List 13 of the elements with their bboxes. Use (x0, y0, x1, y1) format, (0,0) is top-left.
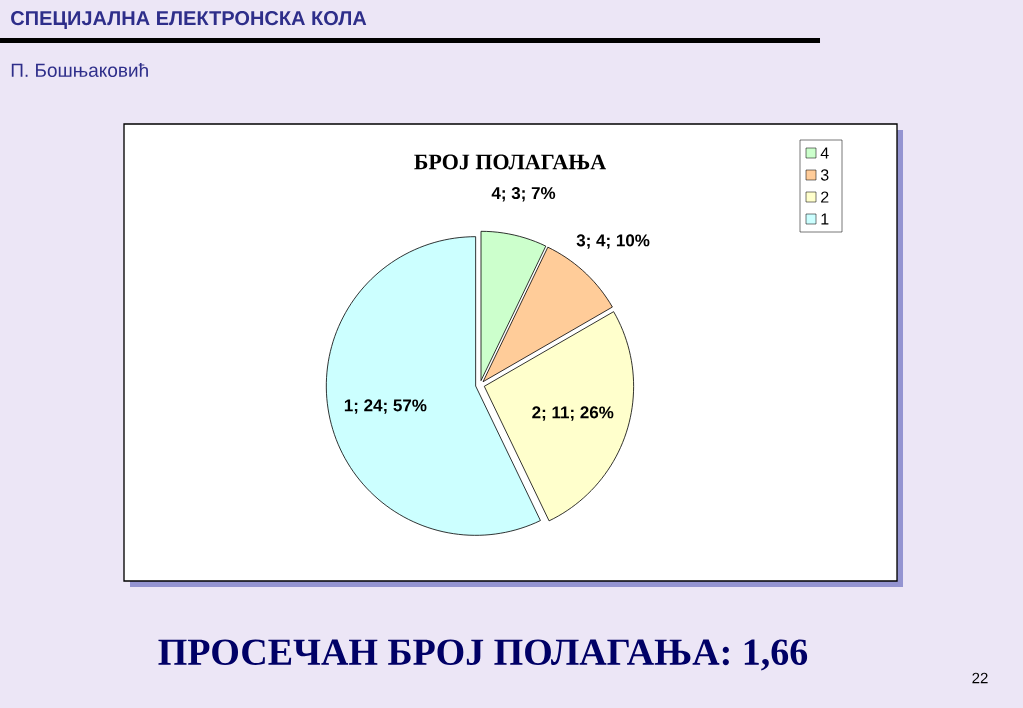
legend-label: 4 (820, 147, 829, 159)
text: П. Бошњаковић (11, 63, 148, 77)
data-label: 4; 3; 7% (491, 187, 556, 202)
data-label: 3; 4; 10% (576, 234, 650, 249)
text: БРОЈ ПОЛАГАЊА (414, 154, 606, 170)
legend-label: 2 (821, 191, 829, 203)
data-label: 1; 24; 57% (344, 399, 427, 414)
text: ПРОСЕЧАН БРОЈ ПОЛАГАЊА: 1,66 (158, 639, 808, 671)
legend-label: 1 (821, 213, 829, 225)
text: 22 (972, 672, 988, 684)
legend-label: 3 (820, 169, 829, 181)
text: СПЕЦИЈАЛНА ЕЛЕКТРОНСКА КОЛА (11, 11, 367, 29)
data-label: 2; 11; 26% (532, 406, 614, 421)
